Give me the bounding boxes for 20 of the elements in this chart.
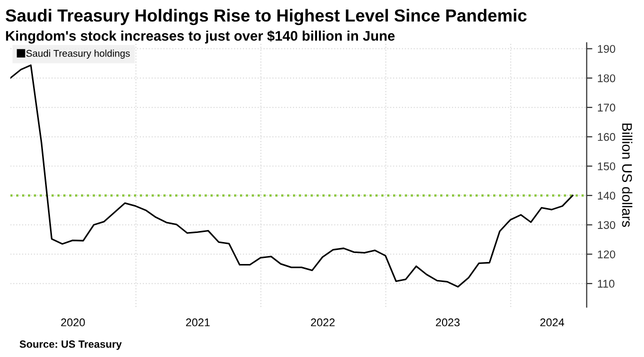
legend-label: Saudi Treasury holdings xyxy=(26,50,130,59)
x-tick-label: 2020 xyxy=(61,318,85,326)
y-tick-label: 110 xyxy=(598,280,614,288)
y-tick-label: 120 xyxy=(598,250,616,258)
source-note: Source: US Treasury xyxy=(20,340,122,350)
x-tick-label: 2023 xyxy=(436,318,460,326)
y-tick-label: 140 xyxy=(598,192,616,200)
chart-title: Saudi Treasury Holdings Rise to Highest Level Since Pandemic xyxy=(6,8,527,26)
x-tick-label: 2024 xyxy=(540,318,564,326)
y-tick-label: 190 xyxy=(598,44,616,53)
y-tick-label: 180 xyxy=(598,74,616,82)
y-axis-title: Billion US dollars xyxy=(622,124,632,227)
x-tick-label: 2022 xyxy=(310,318,335,326)
line-series xyxy=(10,64,574,288)
y-tick-label: 150 xyxy=(598,162,616,170)
y-tick-label: 130 xyxy=(598,221,616,229)
chart-subtitle: Kingdom's stock increases to just over $140 billion in June xyxy=(6,30,395,44)
x-tick-label: 2021 xyxy=(186,318,210,326)
y-tick-label: 170 xyxy=(598,104,616,112)
y-tick-label: 160 xyxy=(598,133,616,141)
